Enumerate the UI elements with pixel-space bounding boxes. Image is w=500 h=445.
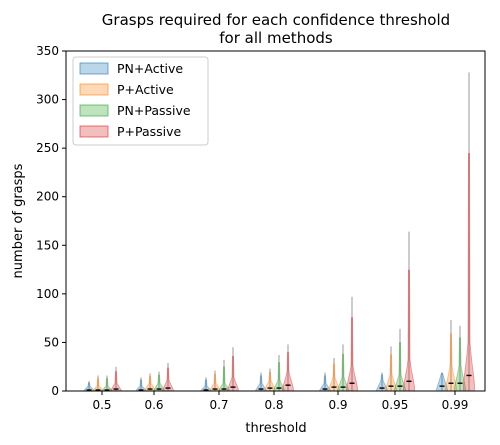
x-axis-ticks: 0.5 0.6 0.7 0.8 0.9 0.95 0.99 (92, 391, 468, 412)
violin-body (218, 366, 230, 392)
legend-label: PN+Passive (117, 103, 191, 118)
violin-body (436, 372, 448, 392)
violin-body (144, 376, 156, 392)
violin-body (376, 374, 388, 392)
x-axis-label: threshold (245, 421, 306, 436)
chart-title-line-2: for all methods (219, 29, 333, 47)
violin-body (328, 363, 340, 392)
y-tick-label: 100 (36, 287, 59, 301)
y-tick-label: 50 (44, 335, 59, 349)
violin-body (337, 353, 349, 392)
chart-title-line-1: Grasps required for each confidence thre… (102, 11, 450, 29)
x-tick-label: 0.9 (328, 398, 347, 412)
x-tick-label: 0.6 (144, 398, 163, 412)
x-tick-label: 0.7 (209, 398, 228, 412)
legend-label: P+Passive (117, 124, 182, 139)
violin-body (319, 375, 331, 392)
violin-body (162, 367, 174, 392)
violin-body (153, 374, 165, 392)
y-tick-label: 200 (36, 190, 59, 204)
y-tick-label: 150 (36, 238, 59, 252)
violin-body (255, 375, 267, 392)
legend-label: P+Active (117, 82, 174, 97)
violin-body (403, 269, 415, 392)
legend: PN+Active P+Active PN+Passive P+Passive (72, 56, 209, 146)
violin-body (385, 354, 397, 392)
legend-swatch (79, 62, 109, 75)
legend-box (72, 56, 209, 146)
violin-body (463, 152, 475, 392)
y-axis-label: number of grasps (11, 163, 26, 278)
y-tick-label: 350 (36, 44, 59, 58)
legend-label: PN+Active (117, 61, 183, 76)
violin-body (273, 362, 285, 392)
x-tick-label: 0.99 (442, 398, 469, 412)
violin-body (394, 342, 406, 392)
y-tick-label: 250 (36, 141, 59, 155)
legend-swatch (79, 125, 109, 138)
violin-body (110, 371, 122, 392)
violin-body (454, 337, 466, 392)
y-axis-ticks: 0 50 100 150 200 250 300 350 (36, 44, 66, 398)
violin-body (227, 355, 239, 392)
legend-swatch (79, 104, 109, 117)
violin-body (264, 371, 276, 392)
violin-body (92, 378, 104, 392)
violin-body (282, 352, 294, 392)
legend-swatch (79, 83, 109, 96)
violins (83, 72, 475, 392)
x-tick-label: 0.8 (264, 398, 283, 412)
x-tick-label: 0.95 (382, 398, 409, 412)
violin-body (209, 373, 221, 392)
violin-body (445, 333, 457, 392)
x-tick-label: 0.5 (92, 398, 111, 412)
y-tick-label: 300 (36, 93, 59, 107)
y-tick-label: 0 (51, 384, 59, 398)
violin-body (346, 317, 358, 392)
plot-frame (65, 50, 486, 392)
